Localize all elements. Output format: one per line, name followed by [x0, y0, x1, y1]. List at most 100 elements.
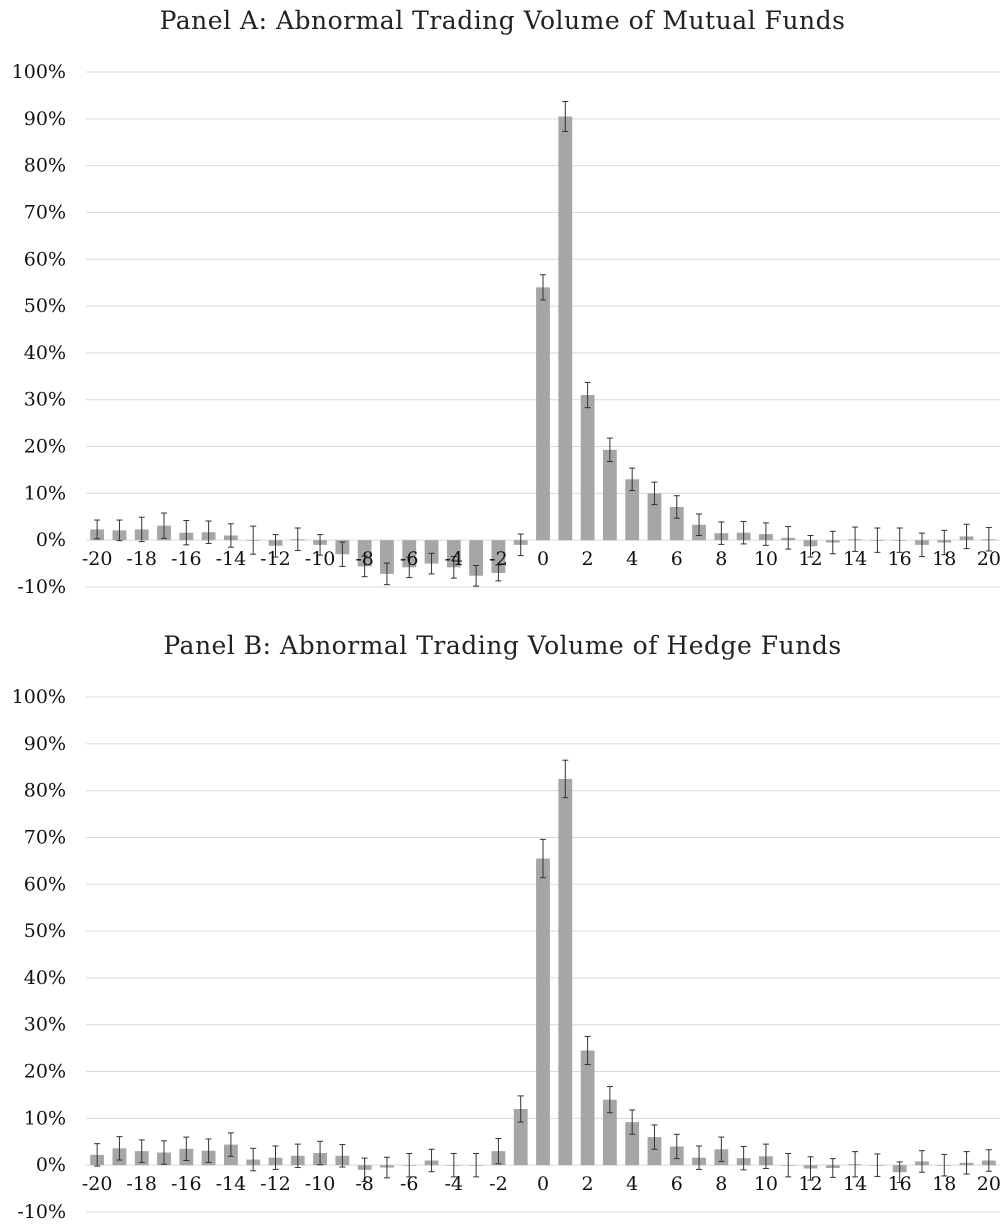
- x-tick-label: 0: [537, 548, 549, 570]
- error-bar: [161, 512, 168, 539]
- error-bar: [985, 1149, 992, 1172]
- error-bar: [807, 1156, 814, 1181]
- bar: [424, 540, 439, 564]
- error-bar: [495, 564, 502, 582]
- x-tick-label: 6: [671, 548, 683, 570]
- x-tick-label: 16: [888, 1173, 912, 1195]
- x-tick-label: 18: [932, 548, 956, 570]
- error-bar: [450, 556, 457, 579]
- error-bar: [250, 525, 257, 555]
- error-bar: [94, 1143, 101, 1167]
- y-tick-label: 10%: [24, 1107, 66, 1129]
- error-bar: [740, 520, 747, 545]
- error-bar: [673, 495, 680, 519]
- x-tick-label: -4: [445, 1173, 464, 1195]
- error-bar: [762, 1143, 769, 1169]
- error-bar: [829, 1158, 836, 1178]
- panel-a: Panel A: Abnormal Trading Volume of Mutu…: [0, 0, 1005, 600]
- y-tick-label: 100%: [12, 61, 66, 83]
- y-tick-label: 20%: [24, 436, 66, 458]
- x-tick-label: -2: [489, 1173, 508, 1195]
- bar: [647, 1137, 662, 1166]
- error-bar: [339, 1144, 346, 1168]
- x-tick-label: -8: [355, 548, 374, 570]
- error-bar: [495, 1137, 502, 1165]
- x-tick-label: 4: [626, 548, 638, 570]
- error-bar: [740, 1145, 747, 1171]
- bar: [513, 1109, 528, 1166]
- y-tick-label: 0%: [36, 529, 66, 551]
- x-tick-label: -12: [260, 1173, 291, 1195]
- y-tick-label: 80%: [24, 780, 66, 802]
- x-tick-label: -18: [126, 548, 157, 570]
- error-bar: [138, 1139, 145, 1163]
- error-bar: [718, 521, 725, 545]
- x-tick-label: -16: [171, 1173, 202, 1195]
- y-tick-label: 30%: [24, 1014, 66, 1036]
- error-bar: [896, 527, 903, 553]
- bar: [558, 778, 573, 1166]
- y-tick-label: -10%: [17, 576, 66, 598]
- error-bar: [161, 1140, 168, 1165]
- x-tick-label: 0: [537, 1173, 549, 1195]
- error-bar: [562, 759, 569, 799]
- error-bar: [696, 1145, 703, 1170]
- error-bar: [963, 1151, 970, 1175]
- y-tick-label: 40%: [24, 342, 66, 364]
- error-bar: [116, 1136, 123, 1161]
- error-bars: [94, 100, 992, 587]
- y-tick-label: -10%: [17, 1201, 66, 1223]
- x-tick-label: -18: [126, 1173, 157, 1195]
- y-tick-label: 50%: [24, 295, 66, 317]
- x-tick-label: 10: [754, 1173, 778, 1195]
- bar: [602, 1099, 617, 1166]
- error-bar: [985, 527, 992, 552]
- y-tick-label: 90%: [24, 108, 66, 130]
- error-bar: [406, 556, 413, 579]
- error-bar: [517, 533, 524, 557]
- chart-title: Panel A: Abnormal Trading Volume of Mutu…: [159, 6, 846, 35]
- error-bar: [473, 564, 480, 587]
- error-bar: [673, 1133, 680, 1160]
- error-bar: [629, 1109, 636, 1135]
- error-bar: [651, 481, 658, 506]
- y-tick-label: 60%: [24, 873, 66, 895]
- error-bar: [785, 1152, 792, 1178]
- bar: [669, 506, 684, 541]
- y-tick-label: 30%: [24, 389, 66, 411]
- bar: [602, 449, 617, 541]
- error-bar: [651, 1124, 658, 1150]
- bar: [580, 395, 595, 541]
- error-bar: [941, 1153, 948, 1177]
- error-bar: [183, 1136, 190, 1161]
- x-tick-label: 2: [582, 548, 594, 570]
- error-bar: [762, 522, 769, 546]
- x-axis: -20 -18 -16 -14 -12 -10 -8 -6 -4 -2 0 2 4 6 8 10 12 14 16 1…: [82, 548, 1001, 570]
- y-tick-label: 10%: [24, 482, 66, 504]
- error-bar: [874, 527, 881, 553]
- error-bar: [383, 562, 390, 586]
- error-bar: [874, 1153, 881, 1177]
- bar: [446, 540, 461, 568]
- x-tick-label: 6: [671, 1173, 683, 1195]
- error-bar: [227, 523, 234, 548]
- x-tick-label: -14: [216, 1173, 247, 1195]
- x-tick-label: 8: [715, 1173, 727, 1195]
- x-tick-label: 2: [582, 1173, 594, 1195]
- y-axis: -10% 0% 10% 20% 30% 40% 50% 60% 70% 80% 90% 100%: [12, 61, 66, 598]
- error-bar: [540, 838, 546, 879]
- error-bar: [406, 1152, 413, 1178]
- error-bar: [852, 1151, 859, 1178]
- error-bar: [918, 1150, 925, 1173]
- y-tick-label: 90%: [24, 733, 66, 755]
- error-bar: [718, 1136, 725, 1162]
- error-bar: [473, 1152, 480, 1178]
- x-tick-label: -10: [305, 548, 336, 570]
- error-bar: [294, 527, 301, 551]
- x-tick-label: 8: [715, 548, 727, 570]
- chart-title: Panel B: Abnormal Trading Volume of Hedg…: [163, 631, 842, 660]
- error-bar: [562, 100, 569, 132]
- y-tick-label: 50%: [24, 920, 66, 942]
- error-bar: [339, 541, 346, 567]
- y-tick-label: 40%: [24, 967, 66, 989]
